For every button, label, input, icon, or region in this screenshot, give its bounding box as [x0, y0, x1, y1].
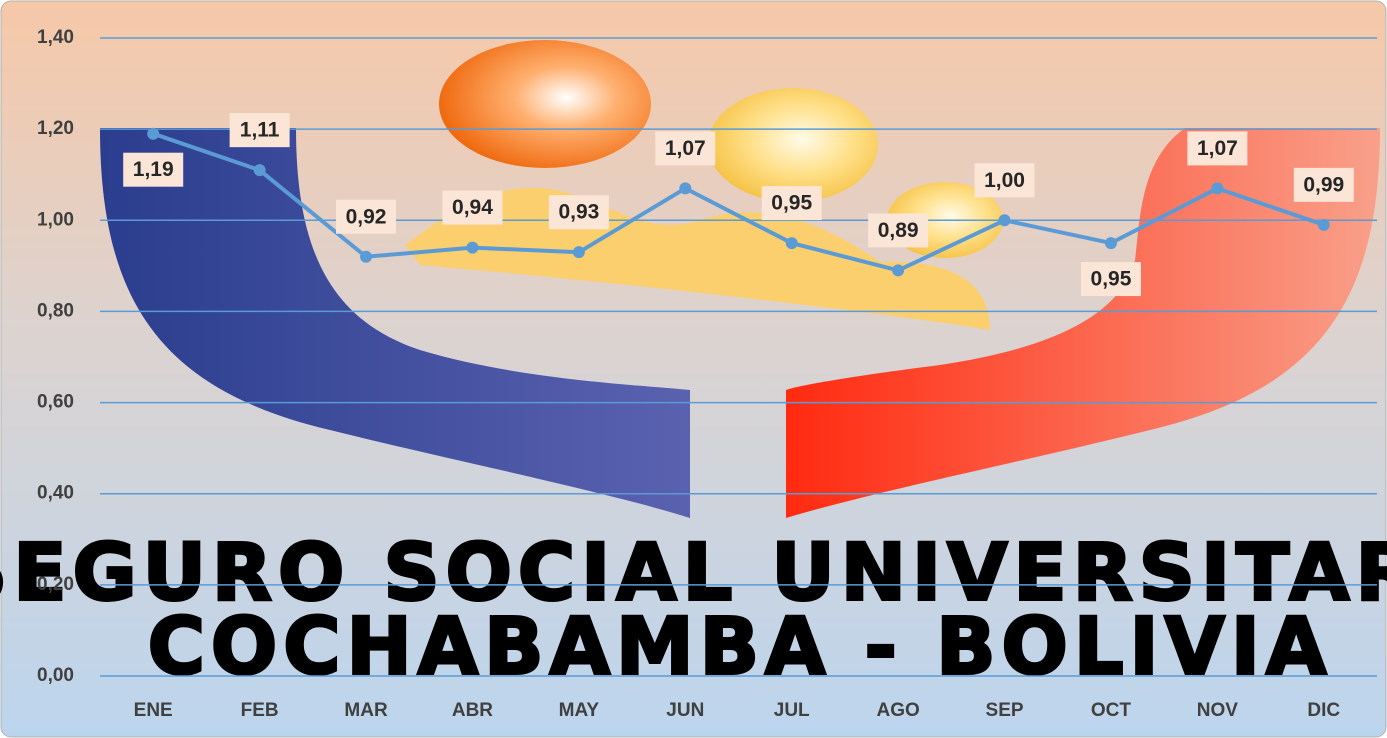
- series-line: [152, 131, 1325, 273]
- value-label-box: [868, 213, 929, 248]
- value-label-text: 1,00: [984, 169, 1025, 192]
- value-label-box: [761, 186, 822, 221]
- data-point: [1211, 182, 1224, 195]
- value-label-box: [974, 163, 1035, 198]
- data-point: [998, 214, 1011, 227]
- value-label-text: 0,93: [558, 201, 599, 224]
- value-label-box: [442, 190, 503, 225]
- value-label-text: 1,07: [665, 137, 706, 160]
- x-tick-label: JUN: [666, 700, 704, 721]
- data-point: [785, 237, 798, 250]
- value-label: 0,99: [1293, 167, 1354, 202]
- value-label-text: 0,99: [1303, 173, 1344, 196]
- data-point: [892, 264, 905, 277]
- value-label-text: 1,07: [1197, 137, 1238, 160]
- y-tick-label: 0,80: [37, 300, 74, 321]
- data-point: [147, 127, 160, 140]
- x-tick-label: NOV: [1197, 700, 1239, 721]
- y-tick-label: 0,20: [37, 574, 74, 595]
- value-label: 0,92: [336, 199, 397, 234]
- x-tick-label: OCT: [1091, 700, 1132, 721]
- y-tick-label: 1,20: [37, 118, 74, 139]
- x-tick-label: ABR: [452, 700, 493, 721]
- x-tick-label: AGO: [876, 700, 919, 721]
- data-point: [466, 241, 479, 254]
- data-point: [572, 246, 585, 259]
- x-tick-label: JUL: [774, 700, 810, 721]
- y-tick-label: 1,00: [37, 209, 74, 230]
- y-tick-label: 0,60: [37, 392, 74, 413]
- data-point: [1104, 237, 1117, 250]
- watermark-line: SEGURO SOCIAL UNIVERSITARIO: [0, 528, 1387, 618]
- value-label-box: [123, 152, 184, 187]
- value-label-text: 1,19: [133, 158, 174, 181]
- value-label: 0,95: [1080, 262, 1141, 297]
- value-label: 1,11: [229, 113, 290, 148]
- value-label-box: [1080, 262, 1141, 297]
- watermark-line: COCHABAMBA - BOLIVIA: [148, 602, 1333, 692]
- value-label-text: 0,94: [452, 196, 493, 219]
- value-label-text: 0,92: [346, 205, 387, 228]
- value-label: 0,89: [868, 213, 929, 248]
- x-tick-label: ENE: [134, 700, 173, 721]
- x-tick-label: SEP: [986, 700, 1024, 721]
- x-tick-label: MAR: [344, 700, 388, 721]
- value-label-box: [1293, 167, 1354, 202]
- value-label: 1,19: [123, 152, 184, 187]
- value-label-box: [229, 113, 290, 148]
- data-point: [360, 250, 373, 263]
- y-tick-label: 1,40: [37, 27, 74, 48]
- value-label-text: 0,95: [771, 192, 812, 215]
- value-label-text: 0,95: [1091, 268, 1132, 291]
- data-point: [679, 182, 692, 195]
- value-label-box: [336, 199, 397, 234]
- value-label: 0,93: [548, 195, 609, 230]
- value-label: 1,00: [974, 163, 1035, 198]
- value-label-text: 0,89: [878, 219, 919, 242]
- value-label: 1,07: [655, 131, 716, 166]
- data-point: [1317, 218, 1330, 231]
- data-point: [253, 164, 266, 177]
- y-tick-label: 0,00: [37, 665, 74, 686]
- x-tick-label: FEB: [241, 700, 279, 721]
- value-label-box: [1187, 131, 1248, 166]
- value-label-text: 1,11: [240, 119, 280, 142]
- x-tick-label: MAY: [559, 700, 600, 721]
- value-label-box: [548, 195, 609, 230]
- value-label: 1,07: [1187, 131, 1248, 166]
- value-label: 0,95: [761, 186, 822, 221]
- value-label: 0,94: [442, 190, 503, 225]
- y-tick-label: 0,40: [37, 483, 74, 504]
- value-label-box: [655, 131, 716, 166]
- x-tick-label: DIC: [1307, 700, 1340, 721]
